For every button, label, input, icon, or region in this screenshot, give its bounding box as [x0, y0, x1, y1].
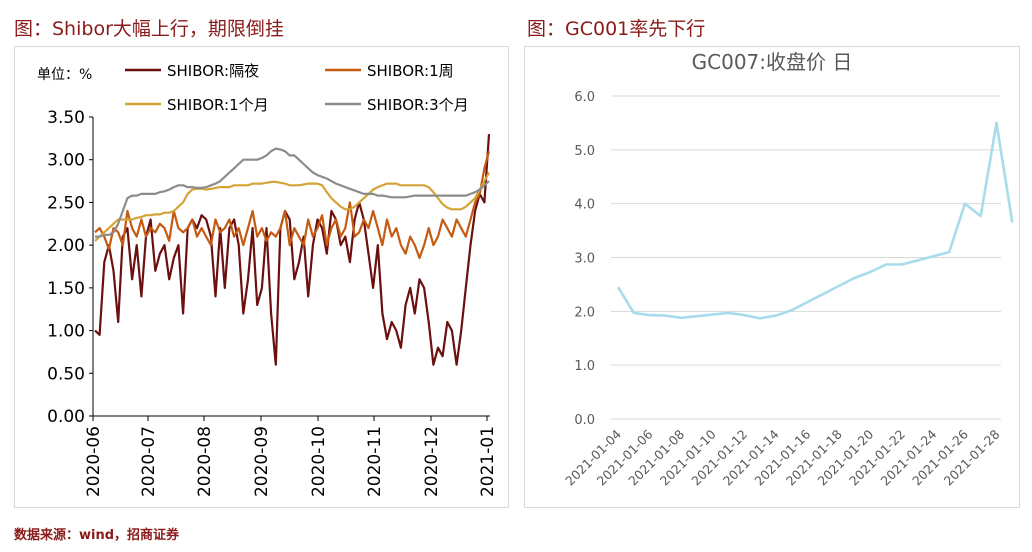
legend-label: SHIBOR:1个月 [167, 96, 269, 114]
shibor-chart-panel: 单位：% SHIBOR:隔夜 SHIBOR:1周 SHIBOR:1个月 SHIBOR:3… [14, 46, 509, 508]
gc007-chart: GC007:收盘价 日0.01.02.03.04.05.06.02021-01-… [562, 50, 1014, 488]
series-line [616, 121, 1014, 320]
y-tick-label: 4.0 [574, 198, 595, 213]
y-tick-label: 2.00 [47, 236, 85, 256]
shibor-chart: 单位：% SHIBOR:隔夜 SHIBOR:1周 SHIBOR:1个月 SHIBOR:3… [37, 62, 498, 497]
x-tick-label: 2020-08 [195, 426, 215, 497]
y-tick-label: 5.0 [574, 144, 595, 159]
chart-title: GC007:收盘价 日 [692, 50, 853, 74]
y-tick-label: 3.0 [574, 252, 595, 267]
y-tick-label: 1.0 [574, 359, 595, 374]
y-tick-label: 0.00 [47, 407, 85, 427]
right-chart-title: 图：GC001率先下行 [527, 18, 706, 40]
y-tick-label: 1.00 [47, 322, 85, 342]
y-tick-label: 2.0 [574, 305, 595, 320]
y-tick-label: 2.50 [47, 193, 85, 213]
legend-label: SHIBOR:1周 [367, 62, 454, 80]
x-tick-label: 2020-07 [139, 426, 159, 497]
x-tick-label: 2020-12 [422, 426, 442, 497]
y-tick-label: 3.00 [47, 151, 85, 171]
series-line [94, 134, 491, 366]
legend-label: SHIBOR:3个月 [367, 96, 469, 114]
series-line [94, 150, 491, 260]
y-tick-label: 0.0 [574, 413, 595, 428]
gc-chart-panel: GC007:收盘价 日 0.0 1.0 2.0 3.0 4.0 5.0 6.0 2021-01-… [524, 46, 1020, 508]
x-tick-label: 2020-10 [309, 426, 329, 497]
x-tick-label: 2020-09 [252, 426, 272, 497]
x-tick-label: 2020-11 [365, 426, 385, 497]
x-tick-label: 2021-01 [478, 426, 498, 497]
y-tick-label: 3.50 [47, 108, 85, 128]
series-line [95, 147, 490, 238]
legend-label: SHIBOR:隔夜 [167, 62, 259, 80]
series-line [94, 171, 490, 242]
x-tick-label: 2020-06 [84, 426, 104, 497]
y-tick-label: 6.0 [574, 90, 595, 105]
unit-label: 单位：% [37, 67, 92, 83]
data-source-note: 数据来源：wind，招商证券 [14, 528, 180, 543]
y-tick-label: 0.50 [47, 364, 85, 384]
y-tick-label: 1.50 [47, 279, 85, 299]
left-chart-title: 图：Shibor大幅上行，期限倒挂 [14, 18, 284, 40]
